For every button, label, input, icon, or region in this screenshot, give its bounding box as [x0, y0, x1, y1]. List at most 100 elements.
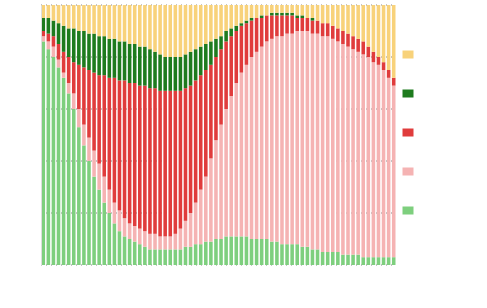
bar-segment: [377, 65, 381, 257]
bar-segment: [82, 67, 86, 124]
bar-segment: [118, 80, 122, 210]
bar-segment: [82, 5, 86, 31]
bar-segment: [229, 236, 233, 265]
bar-segment: [326, 252, 330, 265]
bar-segment: [214, 57, 218, 140]
bar-segment: [158, 91, 162, 237]
bar-segment: [87, 138, 91, 161]
series-4: [42, 5, 396, 78]
bar-segment: [229, 36, 233, 96]
bar-segment: [356, 39, 360, 52]
bar-segment: [290, 13, 294, 16]
bar-segment: [158, 236, 162, 249]
bar-segment: [209, 242, 213, 265]
bar-segment: [240, 5, 244, 23]
bar-segment: [224, 236, 228, 265]
bar-segment: [158, 54, 162, 90]
bar-segment: [67, 57, 71, 83]
bar-segment: [153, 234, 157, 250]
bar-segment: [47, 49, 51, 265]
bar-segment: [97, 164, 101, 190]
bar-segment: [295, 244, 299, 265]
bar-segment: [102, 5, 106, 36]
bar-segment: [163, 57, 167, 91]
bar-segment: [163, 236, 167, 249]
bar-segment: [387, 5, 391, 70]
bar-segment: [331, 252, 335, 265]
bar-segment: [148, 249, 152, 265]
bar-segment: [321, 36, 325, 252]
bar-segment: [392, 86, 396, 258]
bar-segment: [336, 28, 340, 41]
bar-segment: [240, 73, 244, 237]
bar-segment: [168, 91, 172, 237]
bar-segment: [341, 44, 345, 255]
bar-segment: [97, 190, 101, 265]
bar-segment: [199, 244, 203, 265]
bar-segment: [77, 31, 81, 65]
series-2: [42, 15, 396, 236]
bar-segment: [387, 70, 391, 78]
bar-segment: [77, 5, 81, 31]
bar-segment: [295, 15, 299, 18]
bar-segment: [311, 18, 315, 21]
bar-segment: [184, 5, 188, 54]
bar-segment: [229, 5, 233, 28]
bar-segment: [189, 213, 193, 247]
bar-segment: [133, 242, 137, 265]
bar-segment: [387, 257, 391, 265]
bar-segment: [240, 26, 244, 73]
bar-segment: [234, 5, 238, 26]
legend: [402, 50, 414, 215]
bar-segment: [382, 5, 386, 62]
bar-segment: [250, 57, 254, 239]
bar-segment: [346, 5, 350, 34]
bar-segment: [194, 203, 198, 245]
bar-segment: [245, 5, 249, 21]
bar-segment: [285, 5, 289, 13]
bar-segment: [224, 5, 228, 31]
bar-segment: [341, 5, 345, 31]
bar-segment: [209, 5, 213, 41]
bar-segment: [118, 231, 122, 265]
bar-segment: [138, 47, 142, 86]
bar-segment: [108, 5, 112, 39]
bar-segment: [47, 41, 51, 49]
bar-segment: [108, 78, 112, 190]
bar-segment: [326, 5, 330, 23]
bar-segment: [336, 252, 340, 265]
bar-segment: [138, 244, 142, 265]
bar-segment: [108, 213, 112, 265]
bar-segment: [214, 140, 218, 239]
bar-segment: [153, 52, 157, 88]
bar-segment: [214, 5, 218, 39]
bar-segment: [138, 5, 142, 47]
bar-segment: [128, 5, 132, 44]
bar-segment: [367, 47, 371, 57]
bar-segment: [224, 31, 228, 41]
bar-segment: [138, 86, 142, 229]
bar-segment: [179, 249, 183, 265]
bar-segment: [194, 5, 198, 49]
bar-segment: [275, 13, 279, 16]
bar-segment: [184, 54, 188, 88]
bar-segment: [168, 57, 172, 91]
bar-segment: [113, 39, 117, 78]
bar-segment: [128, 44, 132, 83]
bar-segment: [42, 31, 46, 36]
bar-segment: [179, 5, 183, 57]
bar-segment: [179, 57, 183, 91]
bar-segment: [87, 161, 91, 265]
legend-swatch: [402, 206, 414, 215]
bar-segment: [82, 31, 86, 67]
bar-segment: [72, 28, 76, 62]
bar-segment: [67, 28, 71, 57]
bar-segment: [260, 47, 264, 239]
bar-segment: [82, 125, 86, 146]
bar-segment: [62, 78, 66, 265]
bar-segment: [184, 88, 188, 221]
bar-segment: [219, 36, 223, 49]
bar-segment: [72, 109, 76, 265]
bar-segment: [392, 257, 396, 265]
bar-segment: [52, 21, 56, 37]
